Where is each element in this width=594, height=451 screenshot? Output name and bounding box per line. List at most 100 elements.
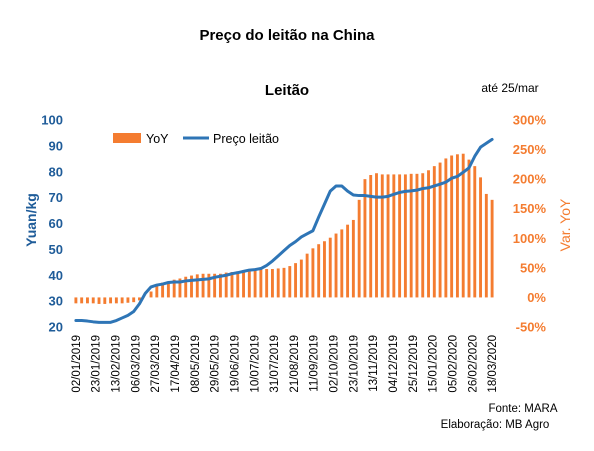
yoy-bar [282, 267, 286, 298]
yoy-bar [432, 166, 436, 298]
legend-label-yoy: YoY [146, 132, 169, 146]
yoy-bar [340, 229, 344, 298]
left-axis-tick-label: 70 [49, 190, 63, 205]
left-axis-tick-label: 30 [49, 294, 63, 309]
yoy-bar [270, 269, 274, 298]
yoy-bar [311, 248, 315, 298]
yoy-bar [346, 224, 350, 298]
right-axis-tick-label: 150% [513, 201, 547, 216]
yoy-bar [369, 175, 373, 298]
yoy-bar [427, 170, 430, 298]
right-axis-label: Var. YoY [557, 198, 573, 251]
yoy-bar [473, 166, 477, 298]
x-axis-tick-label: 17/04/2019 [170, 335, 182, 393]
yoy-bar [421, 173, 425, 298]
legend-bar-swatch [113, 133, 141, 143]
yoy-bar [334, 233, 338, 298]
yoy-bar [276, 268, 280, 298]
yoy-bar [490, 199, 494, 298]
yoy-bar [201, 273, 205, 298]
yoy-bar [438, 162, 442, 298]
yoy-bar [126, 297, 130, 303]
x-axis-tick-label: 27/03/2019 [150, 335, 162, 393]
x-axis-tick-label: 10/07/2019 [249, 335, 261, 393]
x-axis-tick-label: 21/08/2019 [289, 335, 301, 393]
yoy-bar [103, 297, 107, 304]
right-axis-tick-label: 200% [513, 172, 547, 187]
yoy-bar [207, 273, 211, 298]
left-axis-tick-label: 100 [41, 113, 63, 128]
x-axis-tick-label: 02/01/2019 [71, 335, 83, 393]
right-axis-ticks: -50% 0% 50% 100% 150% 200% 250% 300% [513, 113, 547, 335]
x-axis-tick-label: 18/03/2020 [487, 335, 499, 393]
yoy-bar [184, 276, 188, 298]
yoy-bar [317, 244, 321, 298]
x-axis-tick-label: 02/10/2019 [329, 335, 341, 393]
yoy-bar [455, 154, 459, 298]
x-axis-tick-label: 19/06/2019 [229, 335, 241, 393]
yoy-bar [178, 278, 182, 298]
date-note: até 25/mar [481, 81, 538, 95]
yoy-bar [484, 193, 488, 298]
yoy-bar [386, 174, 390, 298]
yoy-bar [161, 282, 165, 298]
yoy-bar [213, 273, 217, 298]
yoy-bar [467, 159, 471, 298]
yoy-bar [323, 241, 326, 298]
right-axis-tick-label: -50% [516, 320, 547, 335]
page-title: Preço do leitão na China [199, 27, 375, 44]
left-axis-label: Yuan/kg [23, 193, 39, 247]
yoy-bar [236, 271, 240, 298]
source-note: Fonte: MARA [488, 403, 557, 415]
yoy-bar [132, 297, 136, 303]
x-axis-tick-label: 06/03/2019 [130, 335, 142, 393]
right-axis-tick-label: 300% [513, 113, 547, 128]
x-axis-tick-label: 08/05/2019 [190, 335, 202, 393]
yoy-bar [265, 269, 269, 298]
yoy-bar [294, 263, 298, 298]
legend: YoY Preço leitão [113, 132, 279, 146]
yoy-bar [450, 155, 454, 298]
yoy-bar [299, 259, 303, 298]
yoy-bar [74, 297, 78, 304]
yoy-bar [172, 279, 176, 298]
yoy-bar [288, 266, 292, 298]
yoy-bar [86, 297, 89, 304]
yoy-bar [253, 269, 257, 298]
yoy-bars [74, 153, 494, 304]
yoy-bar [91, 297, 95, 304]
x-axis-tick-label: 13/02/2019 [111, 335, 123, 393]
yoy-bar [479, 177, 482, 298]
yoy-bar [357, 199, 361, 298]
left-axis-ticks: 20 30 40 50 60 70 80 90 100 [41, 113, 63, 335]
right-axis-tick-label: 250% [513, 142, 547, 157]
yoy-bar [461, 153, 465, 298]
left-axis-tick-label: 20 [49, 320, 63, 335]
yoy-bar [409, 173, 413, 298]
yoy-bar [195, 274, 199, 298]
right-axis-tick-label: 0% [527, 290, 546, 305]
price-line [74, 137, 494, 324]
x-axis-tick-label: 11/09/2019 [309, 335, 321, 392]
x-axis-ticks: 02/01/2019 23/01/2019 13/02/2019 06/03/2019… [71, 335, 499, 393]
yoy-bar [230, 272, 234, 298]
yoy-bar [190, 275, 193, 298]
x-axis-tick-label: 23/01/2019 [91, 335, 103, 393]
x-axis-tick-label: 29/05/2019 [210, 335, 222, 393]
yoy-bar [120, 297, 124, 304]
yoy-bar [155, 285, 159, 298]
yoy-bar [247, 270, 251, 298]
yoy-bar [109, 297, 113, 304]
right-axis-tick-label: 50% [520, 260, 546, 275]
left-axis-tick-label: 80 [49, 164, 63, 179]
credit-note: Elaboração: MB Agro [441, 419, 550, 431]
yoy-bar [392, 174, 396, 298]
yoy-bar [138, 297, 141, 301]
yoy-bar [114, 297, 118, 304]
x-axis-tick-label: 31/07/2019 [269, 335, 281, 393]
yoy-bar [80, 297, 84, 304]
yoy-bar [224, 272, 228, 298]
x-axis-tick-label: 04/12/2019 [388, 335, 400, 393]
right-axis-tick-label: 100% [513, 231, 547, 246]
